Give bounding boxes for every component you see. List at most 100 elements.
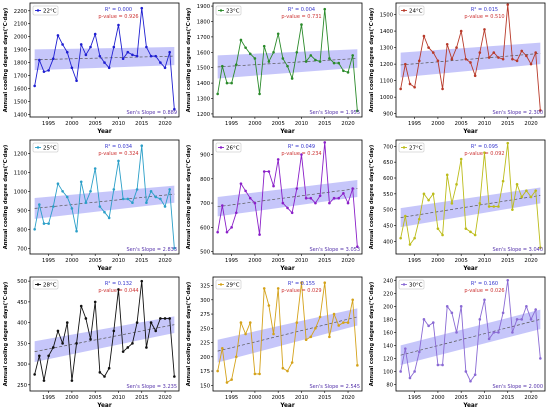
y-tick-label: 300 [17, 362, 27, 368]
data-point [450, 311, 454, 315]
data-point [38, 58, 41, 62]
data-point [286, 369, 289, 373]
data-point [216, 369, 219, 373]
r-squared: R² = 0.132 [105, 281, 132, 287]
data-point [230, 378, 233, 381]
data-point [455, 183, 458, 186]
data-point [126, 50, 130, 54]
y-tick-label: 1200 [197, 112, 210, 118]
data-point [459, 157, 463, 161]
data-point [253, 57, 257, 60]
data-point [356, 364, 359, 367]
y-tick-label: 1100 [380, 79, 393, 85]
legend: 30°C [398, 279, 425, 290]
data-point [117, 288, 120, 291]
x-tick-label: 2000 [431, 121, 444, 127]
y-tick-label: 300 [200, 298, 210, 304]
data-point [267, 304, 271, 307]
data-point [286, 64, 289, 68]
data-point [422, 34, 426, 38]
data-point [529, 62, 533, 66]
trend-line [217, 188, 358, 208]
data-point [332, 312, 336, 316]
data-point [51, 346, 55, 349]
x-tick-label: 2015 [135, 258, 148, 264]
data-point [47, 69, 50, 72]
data-point [300, 23, 303, 26]
x-axis-label: Year [279, 266, 295, 272]
x-axis-label: Year [279, 403, 295, 409]
sens-slope: Sen's Slope = 2.545 [309, 384, 360, 390]
legend-label: 27°C [409, 146, 423, 152]
y-tick-label: 1000 [14, 189, 27, 195]
data-point [295, 321, 299, 324]
data-point [107, 66, 111, 70]
y-axis-label: Annual cooling degree days(°C·day) [186, 145, 192, 250]
data-point [304, 60, 308, 63]
data-point [267, 60, 271, 63]
data-point [464, 227, 468, 230]
y-tick-label: 1000 [380, 95, 393, 101]
data-point [492, 205, 496, 208]
data-point [309, 54, 313, 57]
data-point [501, 179, 505, 183]
y-tick-label: 1100 [14, 170, 27, 176]
data-point [239, 182, 243, 185]
data-point [427, 198, 430, 202]
data-point [323, 141, 327, 144]
data-point [473, 233, 477, 237]
data-point [450, 57, 454, 61]
legend-label: 28°C [43, 283, 57, 289]
data-point [413, 236, 416, 240]
data-point [492, 331, 496, 334]
data-point [478, 318, 482, 321]
data-point [464, 370, 468, 373]
p-value: p-value = 0.731 [281, 14, 321, 20]
y-tick-label: 180 [383, 317, 393, 323]
x-tick-label: 2015 [318, 395, 331, 401]
data-point [525, 305, 528, 308]
data-point [404, 214, 407, 218]
data-point [103, 61, 106, 64]
data-point [79, 180, 83, 184]
data-point [356, 109, 359, 113]
data-point [469, 61, 472, 64]
legend-label: 24°C [409, 9, 423, 15]
chart-panel-2: 1200 1300 1400 1500 1600 1700 1800 1900 1995 2000… [186, 2, 363, 135]
y-tick-label: 1800 [197, 19, 210, 25]
data-point [154, 329, 158, 333]
data-point [65, 50, 69, 54]
data-point [399, 87, 402, 91]
plot-frame [212, 2, 363, 118]
y-tick-label: 2000 [14, 35, 27, 41]
data-point [112, 45, 116, 49]
data-point [173, 107, 176, 111]
data-point [404, 62, 407, 66]
x-axis-label: Year [96, 129, 112, 135]
data-point [154, 195, 158, 199]
data-point [244, 46, 247, 49]
y-axis-label: Annual cooling degree days(°C·day) [3, 145, 9, 250]
data-point [267, 170, 271, 173]
data-point [93, 300, 97, 304]
legend-label: 25°C [43, 146, 57, 152]
data-point [534, 308, 537, 311]
data-point [276, 32, 280, 36]
data-point [281, 57, 285, 60]
x-tick-label: 2005 [455, 258, 468, 264]
y-tick-label: 275 [200, 312, 210, 318]
data-point [140, 6, 144, 10]
data-point [131, 342, 134, 345]
x-tick-label: 1995 [225, 121, 238, 127]
data-point [126, 346, 130, 349]
y-tick-label: 1600 [14, 87, 27, 93]
data-point [478, 51, 482, 54]
x-tick-label: 1995 [408, 395, 421, 401]
y-tick-label: 160 [383, 330, 393, 336]
data-point [431, 192, 435, 196]
x-tick-label: 2010 [295, 395, 308, 401]
y-tick-label: 1500 [14, 99, 27, 105]
chart-panel-6: 400 450 500 550 600 650 700 1995 2000 2005 2010 201… [369, 139, 546, 272]
r-squared: R² = 0.000 [105, 7, 132, 13]
data-point [304, 338, 308, 341]
